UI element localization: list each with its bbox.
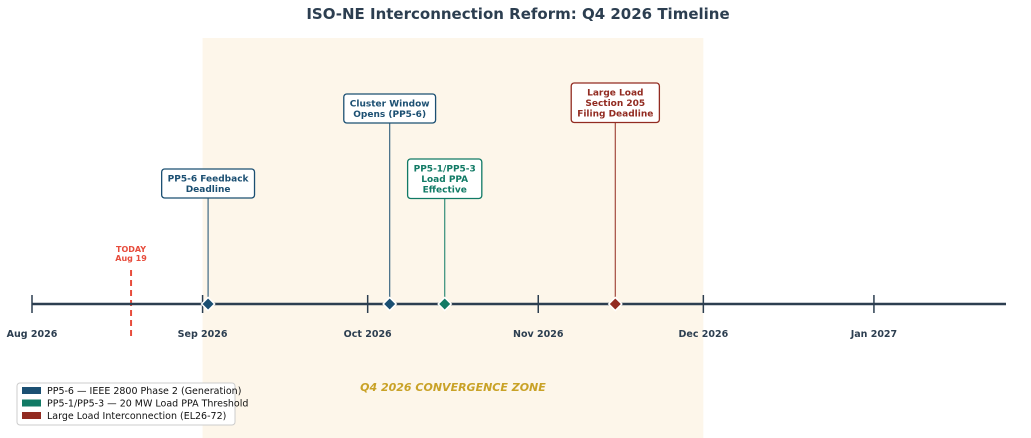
event-label-line: Filing Deadline [577,110,653,120]
event-label-box [570,82,661,124]
legend-swatch [22,412,41,419]
tick-label: Aug 2026 [7,329,58,340]
legend-entry: Large Load Interconnection (EL26-72) [47,411,226,422]
legend: PP5-6 — IEEE 2800 Phase 2 (Generation) PP… [16,382,248,426]
event-label-box [343,93,437,124]
legend-entry: PP5-1/PP5-3 — 20 MW Load PPA Threshold [47,399,248,410]
event-label-line: Large Load [587,89,643,99]
zone-label: Q4 2026 CONVERGENCE ZONE [360,381,546,394]
legend-swatch [22,399,41,407]
event-label-line: Effective [423,186,467,196]
event-label-line: Deadline [186,185,231,195]
event-label-box [161,168,256,199]
event-marker [382,296,398,312]
event-label-line: Load PPA [421,175,468,185]
legend-entry: PP5-6 — IEEE 2800 Phase 2 (Generation) [47,386,241,397]
event-marker [607,296,623,312]
event-label-line: PP5-6 Feedback [168,175,250,185]
legend-frame [16,382,236,426]
tick-label: Jan 2027 [850,329,897,340]
today-date: Aug 19 [115,254,147,263]
legend-swatch [22,387,41,394]
tick-label: Nov 2026 [513,329,564,340]
tick-label: Dec 2026 [678,329,728,340]
tick-label: Sep 2026 [178,329,228,340]
today-label: TODAY [116,245,146,254]
event-label-line: Opens (PP5-6) [353,110,426,120]
event-label-box [406,158,483,200]
chart-title: ISO-NE Interconnection Reform: Q4 2026 T… [306,5,729,23]
event-label-line: Cluster Window [350,100,430,110]
event-label-line: PP5-1/PP5-3 [414,165,476,175]
event-marker [437,296,453,312]
event-marker [200,296,216,312]
tick-label: Oct 2026 [344,329,392,340]
event-label-line: Section 205 [585,99,645,109]
